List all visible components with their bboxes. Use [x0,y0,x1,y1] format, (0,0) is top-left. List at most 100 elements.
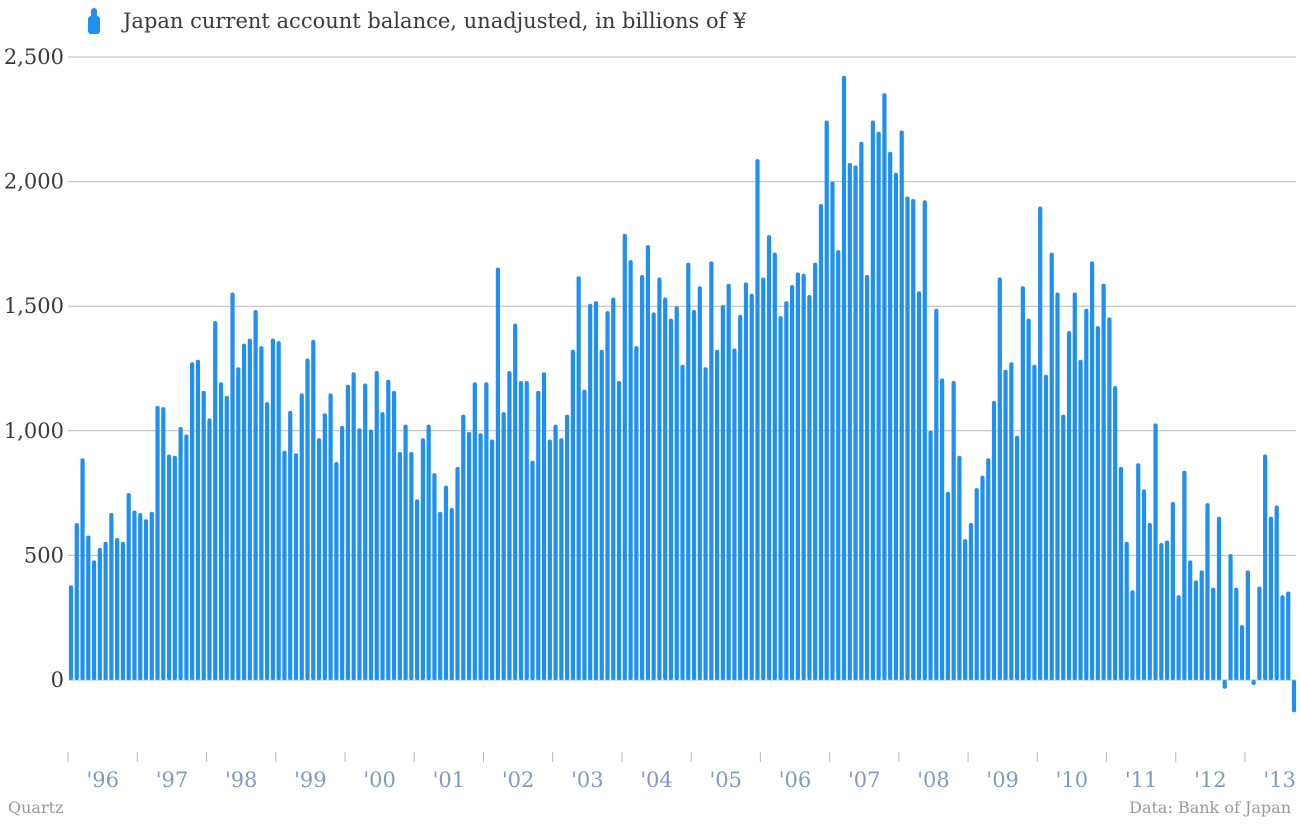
bar [132,510,137,680]
x-tick-label: '10 [1056,768,1089,792]
bar [1211,587,1216,680]
bar [380,412,385,680]
y-tick-label: 1,500 [4,294,64,318]
bar [859,141,864,681]
bar [772,252,777,680]
bar [1188,560,1193,680]
bar [305,358,310,680]
bar [490,439,495,680]
bar [1113,385,1118,680]
bar [455,466,460,680]
bar [236,367,241,680]
bar [697,286,702,680]
bar [668,318,674,680]
bar [195,359,201,680]
bar [599,349,604,680]
bar [1043,374,1049,680]
bar [415,499,420,680]
bar [265,402,270,680]
bar [547,439,552,680]
bar [97,547,102,680]
bar [386,379,391,680]
bar [1089,261,1095,680]
bar [916,291,922,680]
bar [876,131,881,680]
bar [709,261,714,680]
bar [449,508,454,680]
bar [1066,331,1072,680]
bar [651,312,656,680]
bar [155,405,160,680]
bar [593,301,599,680]
bar [86,535,91,680]
bar [438,511,443,680]
bar [518,380,524,680]
x-tick-label: '11 [1125,768,1158,792]
y-tick-label: 2,000 [4,170,64,194]
bar [409,451,414,680]
bar [928,430,933,680]
bar [1170,501,1175,680]
bar [138,513,143,680]
bar [166,454,172,680]
bar [149,511,154,680]
bar [293,453,299,680]
bar [1159,542,1164,680]
bar [703,367,708,680]
bar [570,349,575,680]
bar [1124,541,1129,680]
bar [259,346,264,680]
x-tick-label: '07 [848,768,881,792]
bar [247,338,252,680]
y-tick-label: 0 [51,668,64,692]
bar [807,294,812,680]
bar [1182,470,1187,680]
bar [1251,680,1256,685]
bar [957,455,962,680]
bar [1049,252,1054,680]
bar [1216,516,1222,680]
bar [115,537,120,680]
bar [1130,590,1135,680]
bar [1291,680,1297,713]
bar [80,458,85,680]
bar [1026,318,1031,680]
bar [1280,595,1285,680]
y-tick-label: 2,500 [4,45,64,69]
bar [611,297,616,680]
bar [178,427,183,680]
bar [190,362,195,680]
bar [1228,554,1233,680]
bar [1009,362,1014,680]
bar [507,370,512,680]
bar [432,473,437,680]
bar [230,292,235,680]
bar [126,493,131,680]
legend-marker-icon [88,8,100,34]
bar [911,199,916,681]
bar [980,475,985,680]
bar [109,513,114,680]
bar [628,260,633,680]
bar [345,384,351,680]
bar [143,519,149,680]
bar [882,93,887,680]
bar [461,414,466,680]
bar [559,438,564,680]
legend-label: Japan current account balance, unadjuste… [123,9,747,33]
bar [91,560,97,680]
bar [1286,591,1291,680]
x-tick-label: '00 [363,768,396,792]
bar [340,425,345,680]
bar [986,458,991,680]
bar [795,272,800,680]
bar [328,393,333,680]
bar [691,309,697,680]
bar [1101,283,1106,680]
bar [472,382,477,680]
x-tick-label: '04 [640,768,673,792]
bar [1268,516,1274,680]
bar [524,380,529,680]
bar [218,382,224,680]
